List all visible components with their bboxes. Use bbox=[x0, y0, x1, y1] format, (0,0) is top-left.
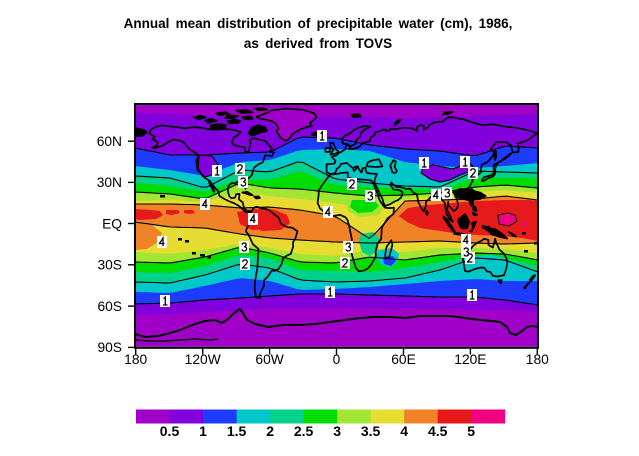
svg-text:120W: 120W bbox=[185, 352, 221, 367]
svg-text:Annual mean distribution of pr: Annual mean distribution of precipitable… bbox=[124, 16, 513, 31]
svg-text:3.5: 3.5 bbox=[361, 423, 381, 439]
svg-text:180: 180 bbox=[526, 352, 549, 367]
svg-text:5: 5 bbox=[467, 423, 475, 439]
svg-text:60N: 60N bbox=[97, 134, 122, 149]
svg-text:30S: 30S bbox=[97, 258, 122, 273]
svg-text:2: 2 bbox=[266, 423, 274, 439]
svg-text:as derived from TOVS: as derived from TOVS bbox=[244, 36, 392, 51]
svg-text:60E: 60E bbox=[391, 352, 416, 367]
svg-text:0: 0 bbox=[333, 352, 341, 367]
svg-text:0.5: 0.5 bbox=[160, 423, 180, 439]
svg-text:90S: 90S bbox=[97, 340, 122, 355]
svg-text:EQ: EQ bbox=[102, 216, 122, 231]
svg-text:3: 3 bbox=[333, 423, 341, 439]
svg-text:1.5: 1.5 bbox=[227, 423, 247, 439]
svg-text:4.5: 4.5 bbox=[428, 423, 448, 439]
svg-text:2.5: 2.5 bbox=[294, 423, 314, 439]
svg-text:60S: 60S bbox=[97, 299, 122, 314]
svg-text:1: 1 bbox=[199, 423, 207, 439]
svg-text:120E: 120E bbox=[454, 352, 486, 367]
svg-text:30N: 30N bbox=[97, 175, 122, 190]
svg-text:180: 180 bbox=[124, 352, 147, 367]
svg-text:60W: 60W bbox=[255, 352, 283, 367]
svg-text:4: 4 bbox=[400, 423, 408, 439]
